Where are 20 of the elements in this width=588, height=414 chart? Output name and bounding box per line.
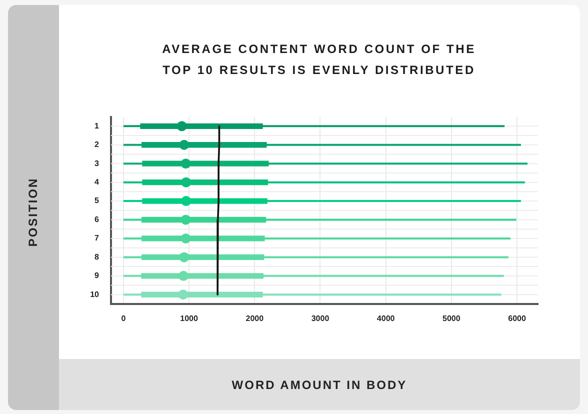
y-tick-label: 4 xyxy=(94,178,100,187)
y-tick-label: 7 xyxy=(94,234,100,243)
x-tick-label: 6000 xyxy=(508,314,526,324)
y-tick-label: 1 xyxy=(94,121,100,130)
x-tick-label: 4000 xyxy=(376,314,396,324)
y-tick-label: 2 xyxy=(94,140,100,150)
y-tick-label: 8 xyxy=(94,252,100,262)
y-tick-label: 5 xyxy=(94,196,100,206)
x-tick-label: 0 xyxy=(121,314,126,324)
y-tick-label: 9 xyxy=(94,271,100,280)
x-tick-label: 2000 xyxy=(246,314,264,324)
y-axis-title: POSITION xyxy=(26,177,40,247)
chart-title: AVERAGE CONTENT WORD COUNT OF THE TOP 10 RESULTS IS EVENLY DISTRIBUTED xyxy=(161,41,477,79)
x-tick-label: 1000 xyxy=(180,314,199,324)
x-tick-label: 5000 xyxy=(442,314,461,324)
y-tick-label: 6 xyxy=(94,214,100,224)
x-tick-label: 3000 xyxy=(311,314,330,324)
x-axis-title: WORD AMOUNT IN BODY xyxy=(230,378,408,392)
y-tick-label: 3 xyxy=(94,158,100,168)
y-tick-label: 10 xyxy=(90,290,100,299)
